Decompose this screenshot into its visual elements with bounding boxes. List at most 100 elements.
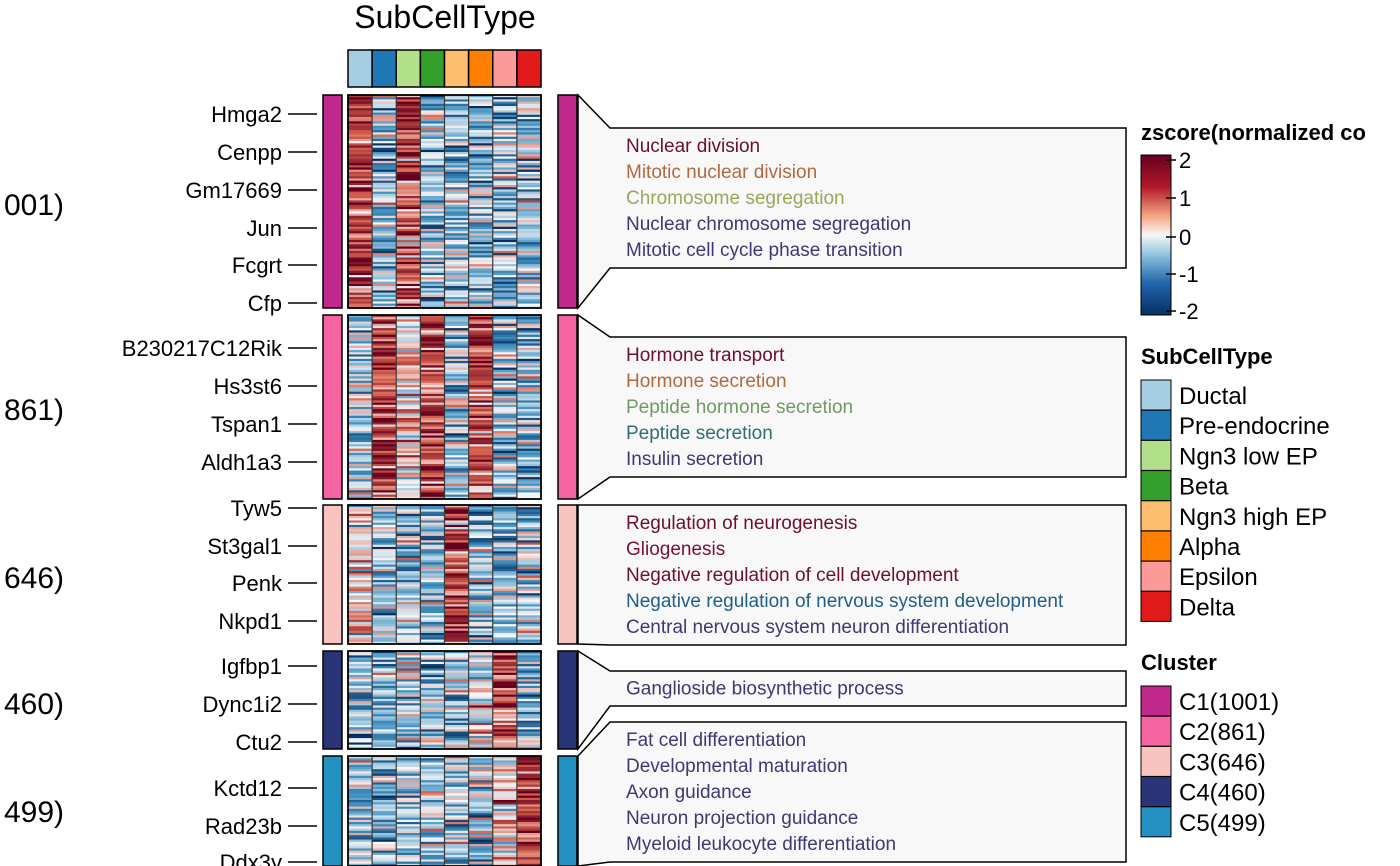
- heatmap-cell: [348, 367, 373, 371]
- heatmap-cell: [420, 385, 445, 388]
- heatmap-cell: [348, 114, 373, 118]
- heatmap-cell: [396, 361, 421, 364]
- heatmap-cell: [468, 99, 494, 102]
- subcelltype-legend-title: SubCellType: [1141, 344, 1273, 369]
- heatmap-cell: [492, 268, 518, 271]
- heatmap-cell: [348, 112, 373, 116]
- heatmap-cell: [516, 674, 542, 678]
- heatmap-cell: [420, 136, 445, 140]
- heatmap-cell: [516, 606, 542, 609]
- heatmap-cell: [396, 332, 421, 336]
- heatmap-cell: [396, 683, 421, 687]
- heatmap-cell: [468, 746, 494, 750]
- colorbar-legend: zscore(normalized co 210-1-2: [1140, 120, 1366, 324]
- heatmap-cell: [516, 470, 542, 474]
- heatmap-cell: [516, 531, 542, 534]
- heatmap-cell: [372, 733, 397, 737]
- heatmap-cell: [348, 496, 373, 500]
- heatmap-cell: [420, 294, 445, 298]
- heatmap-cell: [348, 428, 373, 432]
- heatmap-cell: [372, 154, 397, 157]
- heatmap-cell: [468, 835, 494, 838]
- heatmap-cell: [348, 861, 373, 865]
- heatmap-cell: [420, 586, 445, 590]
- heatmap-cell: [348, 651, 373, 654]
- heatmap-cell: [420, 795, 445, 799]
- heatmap-cell: [468, 237, 494, 241]
- heatmap-cell: [492, 789, 518, 792]
- colorbar-ticks: 210-1-2: [1166, 148, 1199, 324]
- heatmap-cell: [516, 819, 542, 823]
- heatmap-cell: [492, 677, 518, 680]
- heatmap-cell: [372, 130, 397, 133]
- enrichment-term: Insulin secretion: [626, 449, 763, 470]
- heatmap-cell: [396, 99, 421, 102]
- heatmap-cell: [372, 411, 397, 414]
- heatmap-cell: [420, 690, 445, 693]
- heatmap-cell: [420, 253, 445, 256]
- heatmap-cell: [396, 720, 421, 724]
- heatmap-cell: [348, 850, 373, 854]
- heatmap-cell: [420, 391, 445, 395]
- heatmap-cell: [444, 393, 469, 397]
- heatmap-cell: [348, 193, 373, 197]
- heatmap-cell: [468, 546, 494, 550]
- heatmap-cell: [396, 477, 421, 480]
- heatmap-cell: [444, 727, 469, 730]
- heatmap-cell: [516, 121, 542, 124]
- heatmap-cell: [492, 824, 518, 827]
- heatmap-cell: [444, 685, 469, 689]
- heatmap-cell: [420, 773, 445, 777]
- heatmap-cell: [420, 703, 445, 706]
- heatmap-cell: [396, 253, 421, 256]
- heatmap-cell: [468, 568, 494, 572]
- heatmap-cell: [468, 516, 494, 519]
- heatmap-cell: [372, 393, 397, 397]
- heatmap-cell: [516, 332, 542, 336]
- heatmap-cell: [516, 191, 542, 195]
- heatmap-cell: [492, 239, 518, 243]
- heatmap-cell: [468, 233, 494, 236]
- heatmap-cell: [420, 844, 445, 847]
- heatmap-cell: [348, 202, 373, 206]
- heatmap-cell: [348, 235, 373, 239]
- heatmap-cell: [468, 826, 494, 829]
- heatmap-cell: [444, 555, 469, 559]
- heatmap-cell: [492, 426, 518, 430]
- heatmap-cell: [468, 677, 494, 680]
- heatmap-cell: [420, 437, 445, 441]
- heatmap-cell: [372, 224, 397, 228]
- heatmap-cell: [420, 580, 445, 583]
- heatmap-cell: [420, 701, 445, 704]
- heatmap-cell: [444, 494, 469, 498]
- heatmap-cell: [396, 270, 421, 274]
- heatmap-cell: [492, 584, 518, 587]
- heatmap-cell: [516, 767, 542, 770]
- heatmap-cell: [348, 844, 373, 847]
- heatmap-cell: [492, 610, 518, 614]
- heatmap-cell: [516, 857, 542, 860]
- heatmap-cell: [348, 639, 373, 643]
- heatmap-cell: [444, 780, 469, 783]
- heatmap-cell: [492, 422, 518, 425]
- heatmap-cell: [348, 167, 373, 170]
- heatmap-cell: [492, 679, 518, 682]
- heatmap-cell: [444, 568, 469, 572]
- heatmap-cell: [444, 343, 469, 346]
- heatmap-cell: [372, 290, 397, 293]
- heatmap-cell: [348, 562, 373, 565]
- heatmap-cell: [372, 683, 397, 687]
- heatmap-cell: [444, 505, 469, 508]
- heatmap-cell: [372, 681, 397, 684]
- heatmap-cell: [492, 97, 518, 100]
- heatmap-cell: [516, 727, 542, 730]
- heatmap-cell: [468, 544, 494, 548]
- heatmap-cell: [348, 566, 373, 570]
- heatmap-cell: [468, 171, 494, 175]
- heatmap-cell: [444, 617, 469, 621]
- heatmap-cell: [516, 513, 542, 517]
- heatmap-cell: [420, 542, 445, 546]
- heatmap-cell: [516, 668, 542, 671]
- heatmap-cell: [348, 529, 373, 532]
- heatmap-cell: [444, 661, 469, 665]
